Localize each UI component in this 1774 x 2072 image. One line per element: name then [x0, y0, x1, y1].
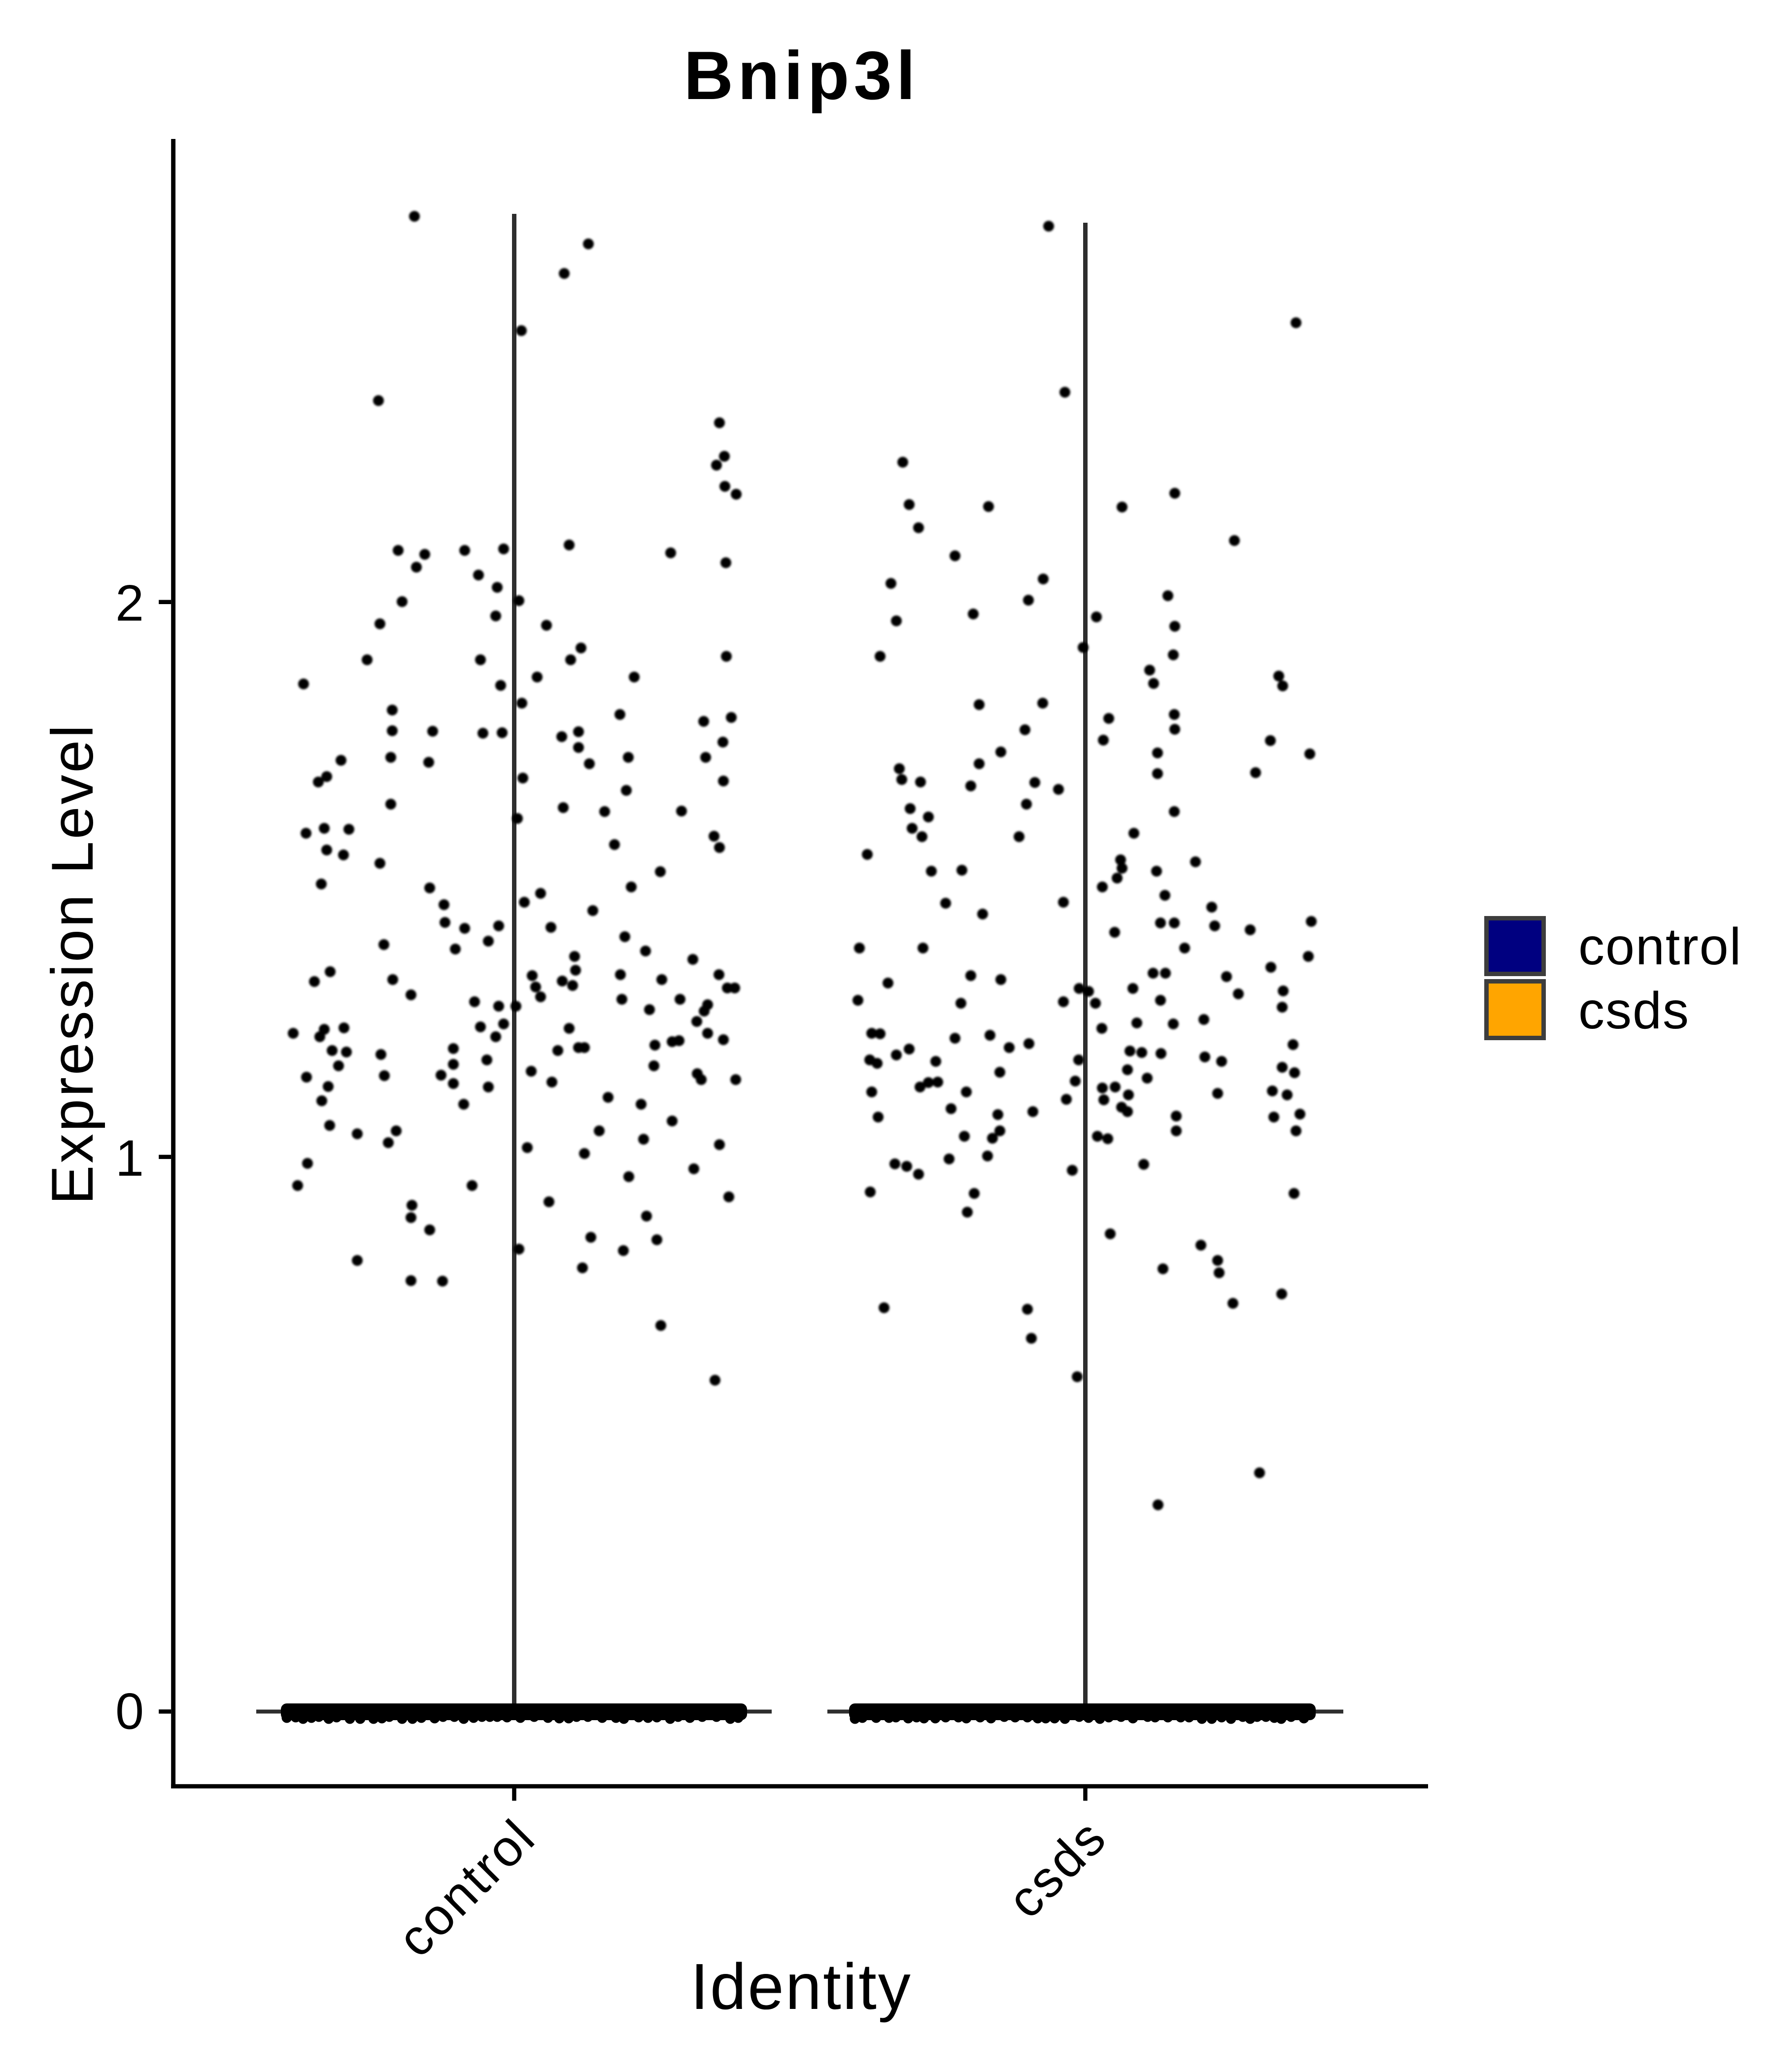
svg-text:csds: csds: [1578, 982, 1690, 1040]
svg-text:control: control: [1578, 917, 1742, 976]
svg-text:0: 0: [115, 1683, 144, 1740]
svg-text:Expression Level: Expression Level: [39, 723, 105, 1205]
svg-text:Bnip3l: Bnip3l: [684, 37, 920, 114]
svg-text:Identity: Identity: [690, 1950, 912, 2023]
svg-text:2: 2: [115, 575, 144, 632]
svg-text:1: 1: [115, 1130, 144, 1187]
